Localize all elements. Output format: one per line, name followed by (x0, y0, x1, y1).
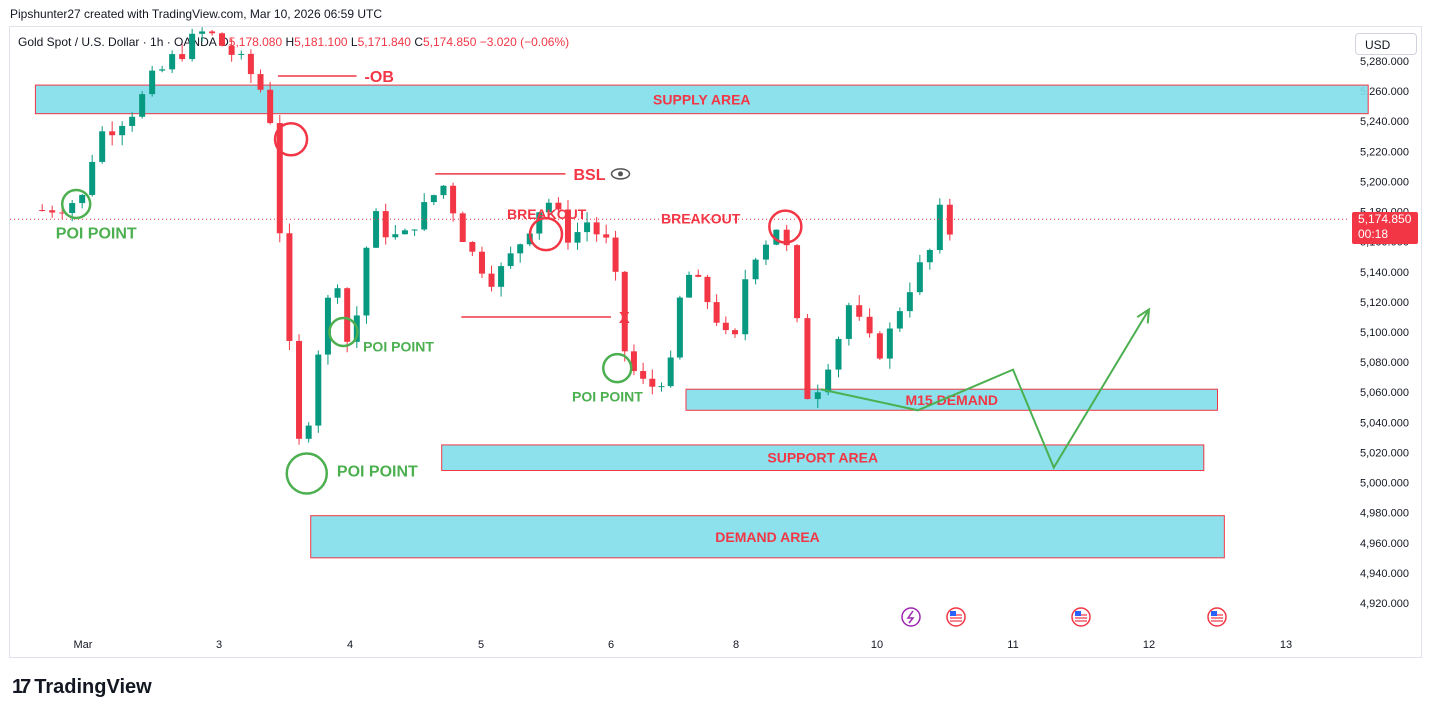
open-label: O (219, 35, 229, 49)
change-value: −3.020 (−0.06%) (479, 35, 570, 49)
low-value: 5,171.840 (357, 35, 411, 49)
chart-credit: Pipshunter27 created with TradingView.co… (10, 7, 382, 21)
close-label: C (414, 35, 423, 49)
last-price-value: 5,174.850 (1358, 212, 1412, 226)
high-label: H (285, 35, 295, 49)
high-value: 5,181.100 (294, 35, 348, 49)
tv-logo-icon: 17 (12, 676, 31, 698)
tradingview-logo[interactable]: 17 TradingView (12, 676, 152, 699)
bar-countdown: 00:18 (1358, 227, 1389, 241)
chart-frame (9, 26, 1422, 658)
open-value: 5,178.080 (228, 35, 283, 49)
low-label: L (350, 35, 358, 49)
symbol-name[interactable]: Gold Spot / U.S. Dollar · 1h · OANDA (18, 35, 217, 49)
symbol-info-line: Gold Spot / U.S. Dollar · 1h · OANDA O5,… (18, 35, 569, 49)
currency-button[interactable]: USD (1355, 33, 1417, 55)
tradingview-wordmark: TradingView (34, 676, 152, 698)
close-value: 5,174.850 (423, 35, 477, 49)
last-price-tag: 5,174.850 00:18 (1352, 212, 1418, 244)
